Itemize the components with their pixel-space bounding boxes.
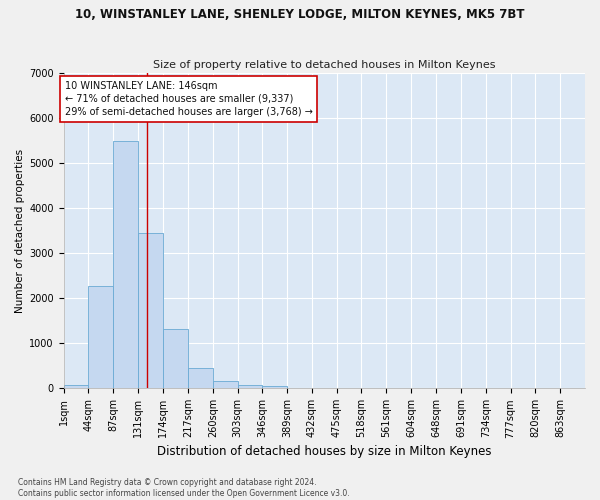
Text: 10 WINSTANLEY LANE: 146sqm
← 71% of detached houses are smaller (9,337)
29% of s: 10 WINSTANLEY LANE: 146sqm ← 71% of deta… [65, 81, 313, 117]
X-axis label: Distribution of detached houses by size in Milton Keynes: Distribution of detached houses by size … [157, 444, 491, 458]
Text: Contains HM Land Registry data © Crown copyright and database right 2024.
Contai: Contains HM Land Registry data © Crown c… [18, 478, 350, 498]
Title: Size of property relative to detached houses in Milton Keynes: Size of property relative to detached ho… [153, 60, 496, 70]
Bar [163, 329, 188, 388]
Text: 10, WINSTANLEY LANE, SHENLEY LODGE, MILTON KEYNES, MK5 7BT: 10, WINSTANLEY LANE, SHENLEY LODGE, MILT… [75, 8, 525, 20]
Bar [64, 384, 88, 388]
Bar [139, 233, 163, 388]
Bar [113, 141, 139, 388]
Bar [213, 382, 238, 388]
Y-axis label: Number of detached properties: Number of detached properties [15, 148, 25, 312]
Bar [88, 286, 113, 389]
Bar [188, 368, 213, 388]
Bar [238, 384, 262, 388]
Bar [262, 386, 287, 388]
